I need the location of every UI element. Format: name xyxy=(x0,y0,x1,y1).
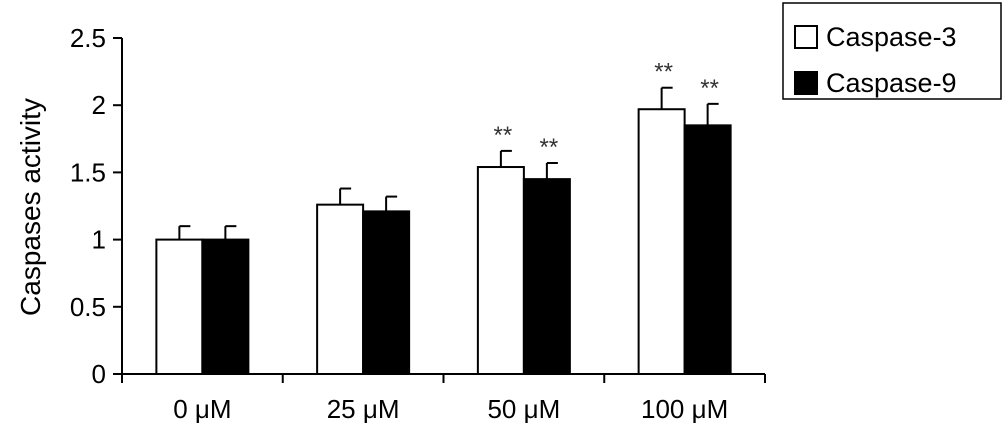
bar xyxy=(362,210,411,375)
legend-box xyxy=(782,2,1002,100)
x-tick-label: 0 μM xyxy=(173,394,231,424)
legend-label: Caspase-9 xyxy=(826,68,957,98)
significance-label: ** xyxy=(540,134,559,161)
y-tick-label: 2.5 xyxy=(70,23,106,53)
y-tick-label: 1 xyxy=(92,225,106,255)
significance-label: ** xyxy=(654,59,673,86)
significance-label: ** xyxy=(700,75,719,102)
bar xyxy=(637,108,686,376)
y-tick-label: 2 xyxy=(92,90,106,120)
bar xyxy=(476,166,525,375)
legend-label: Caspase-3 xyxy=(826,22,957,52)
legend-swatch xyxy=(794,71,818,95)
y-axis: 0 0.5 1 1.5 2 2.5 xyxy=(70,23,123,389)
y-axis-label: Caspases activity xyxy=(15,98,46,316)
x-tick-label: 50 μM xyxy=(487,394,560,424)
bars-group: ** ** ** ** xyxy=(155,59,732,376)
y-tick-label: 0 xyxy=(92,359,106,389)
x-tick-label: 100 μM xyxy=(641,394,728,424)
bar xyxy=(683,124,732,375)
legend: Caspase-3 Caspase-9 xyxy=(782,2,1002,100)
bar xyxy=(155,238,204,375)
x-tick-label: 25 μM xyxy=(327,394,400,424)
bar xyxy=(201,238,250,375)
legend-swatch xyxy=(794,25,818,49)
y-tick-label: 1.5 xyxy=(70,157,106,187)
bar xyxy=(316,203,365,375)
bar xyxy=(522,178,571,375)
y-tick-label: 0.5 xyxy=(70,292,106,322)
significance-label: ** xyxy=(494,122,513,149)
x-axis: 0 μM 25 μM 50 μM 100 μM xyxy=(121,373,766,424)
